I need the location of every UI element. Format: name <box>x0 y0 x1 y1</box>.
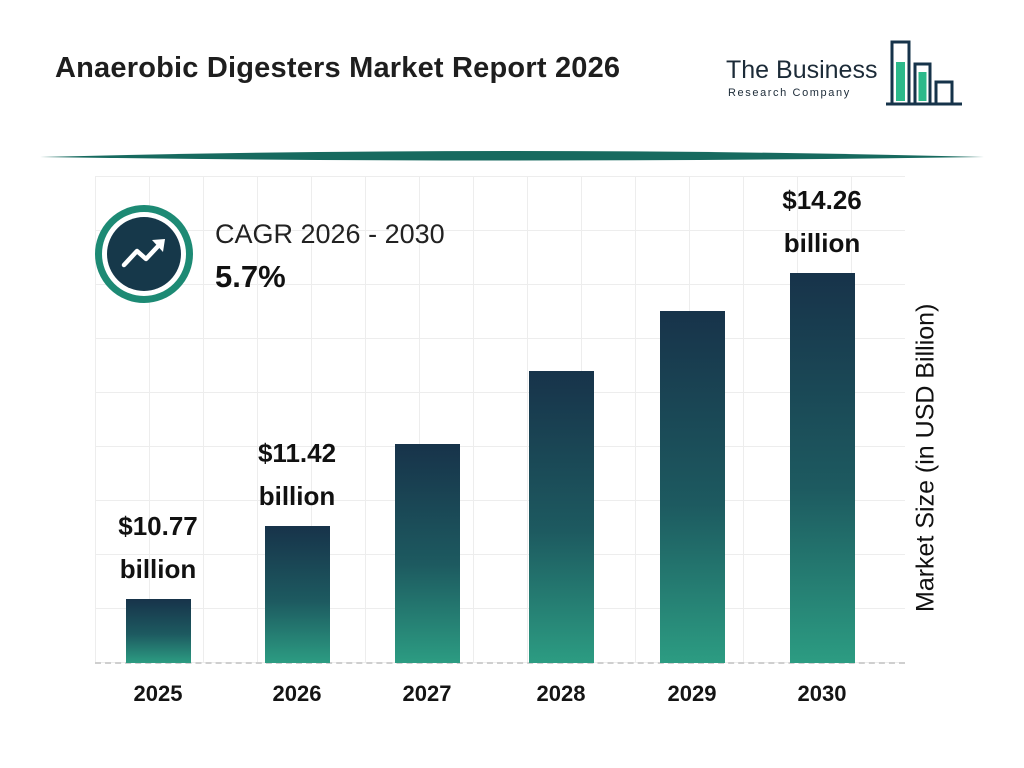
section-divider <box>38 150 986 166</box>
cagr-label: CAGR 2026 - 2030 <box>215 219 445 249</box>
x-label-2026: 2026 <box>272 681 322 706</box>
brand-subtitle-text: Research Company <box>728 87 851 99</box>
bar-2028 <box>528 371 594 663</box>
divider-shape <box>40 151 984 161</box>
cagr-block: CAGR 2026 - 2030 5.7% <box>95 205 445 303</box>
value-unit-2030: billion <box>783 228 861 259</box>
page-title: Anaerobic Digesters Market Report 2026 <box>55 52 621 84</box>
cagr-texts: CAGR 2026 - 2030 5.7% <box>215 205 445 303</box>
cagr-value: 5.7% <box>215 259 286 294</box>
value-label-2026: $11.42 billion <box>207 432 387 518</box>
y-axis-label: Market Size (in USD Billion) <box>911 303 940 613</box>
brand-logo-graphic: The Business Research Company <box>726 40 962 106</box>
header: Anaerobic Digesters Market Report 2026 T… <box>0 0 1024 150</box>
bar-2025 <box>125 599 191 663</box>
bar-2029 <box>659 311 725 663</box>
trend-arrow-icon <box>121 239 165 268</box>
value-amount-2025: $10.77 <box>118 511 198 542</box>
cagr-badge-inner <box>107 217 181 291</box>
x-label-2025: 2025 <box>133 681 183 706</box>
x-label-2027: 2027 <box>402 681 452 706</box>
logo-bars-icon <box>886 40 962 106</box>
x-label-2029: 2029 <box>667 681 717 706</box>
cagr-badge <box>95 205 193 303</box>
bar-2030 <box>789 273 855 663</box>
brand-logo: The Business Research Company <box>726 38 966 128</box>
value-amount-2026: $11.42 <box>257 438 337 469</box>
brand-name-text: The Business <box>726 56 877 84</box>
value-unit-2026: billion <box>258 481 336 512</box>
x-label-2028: 2028 <box>536 681 586 706</box>
bar-2026 <box>264 526 330 663</box>
value-unit-2025: billion <box>119 554 197 585</box>
value-amount-2030: $14.26 <box>782 185 862 216</box>
value-label-2030: $14.26 billion <box>732 179 912 265</box>
x-axis-baseline <box>95 662 905 664</box>
x-label-2030: 2030 <box>797 681 847 706</box>
value-label-2025: $10.77 billion <box>68 505 248 591</box>
bar-chart-plot: 2025 $10.77 billion 2026 $11.42 billion 2027 20… <box>95 176 905 706</box>
bar-2027 <box>394 444 460 663</box>
